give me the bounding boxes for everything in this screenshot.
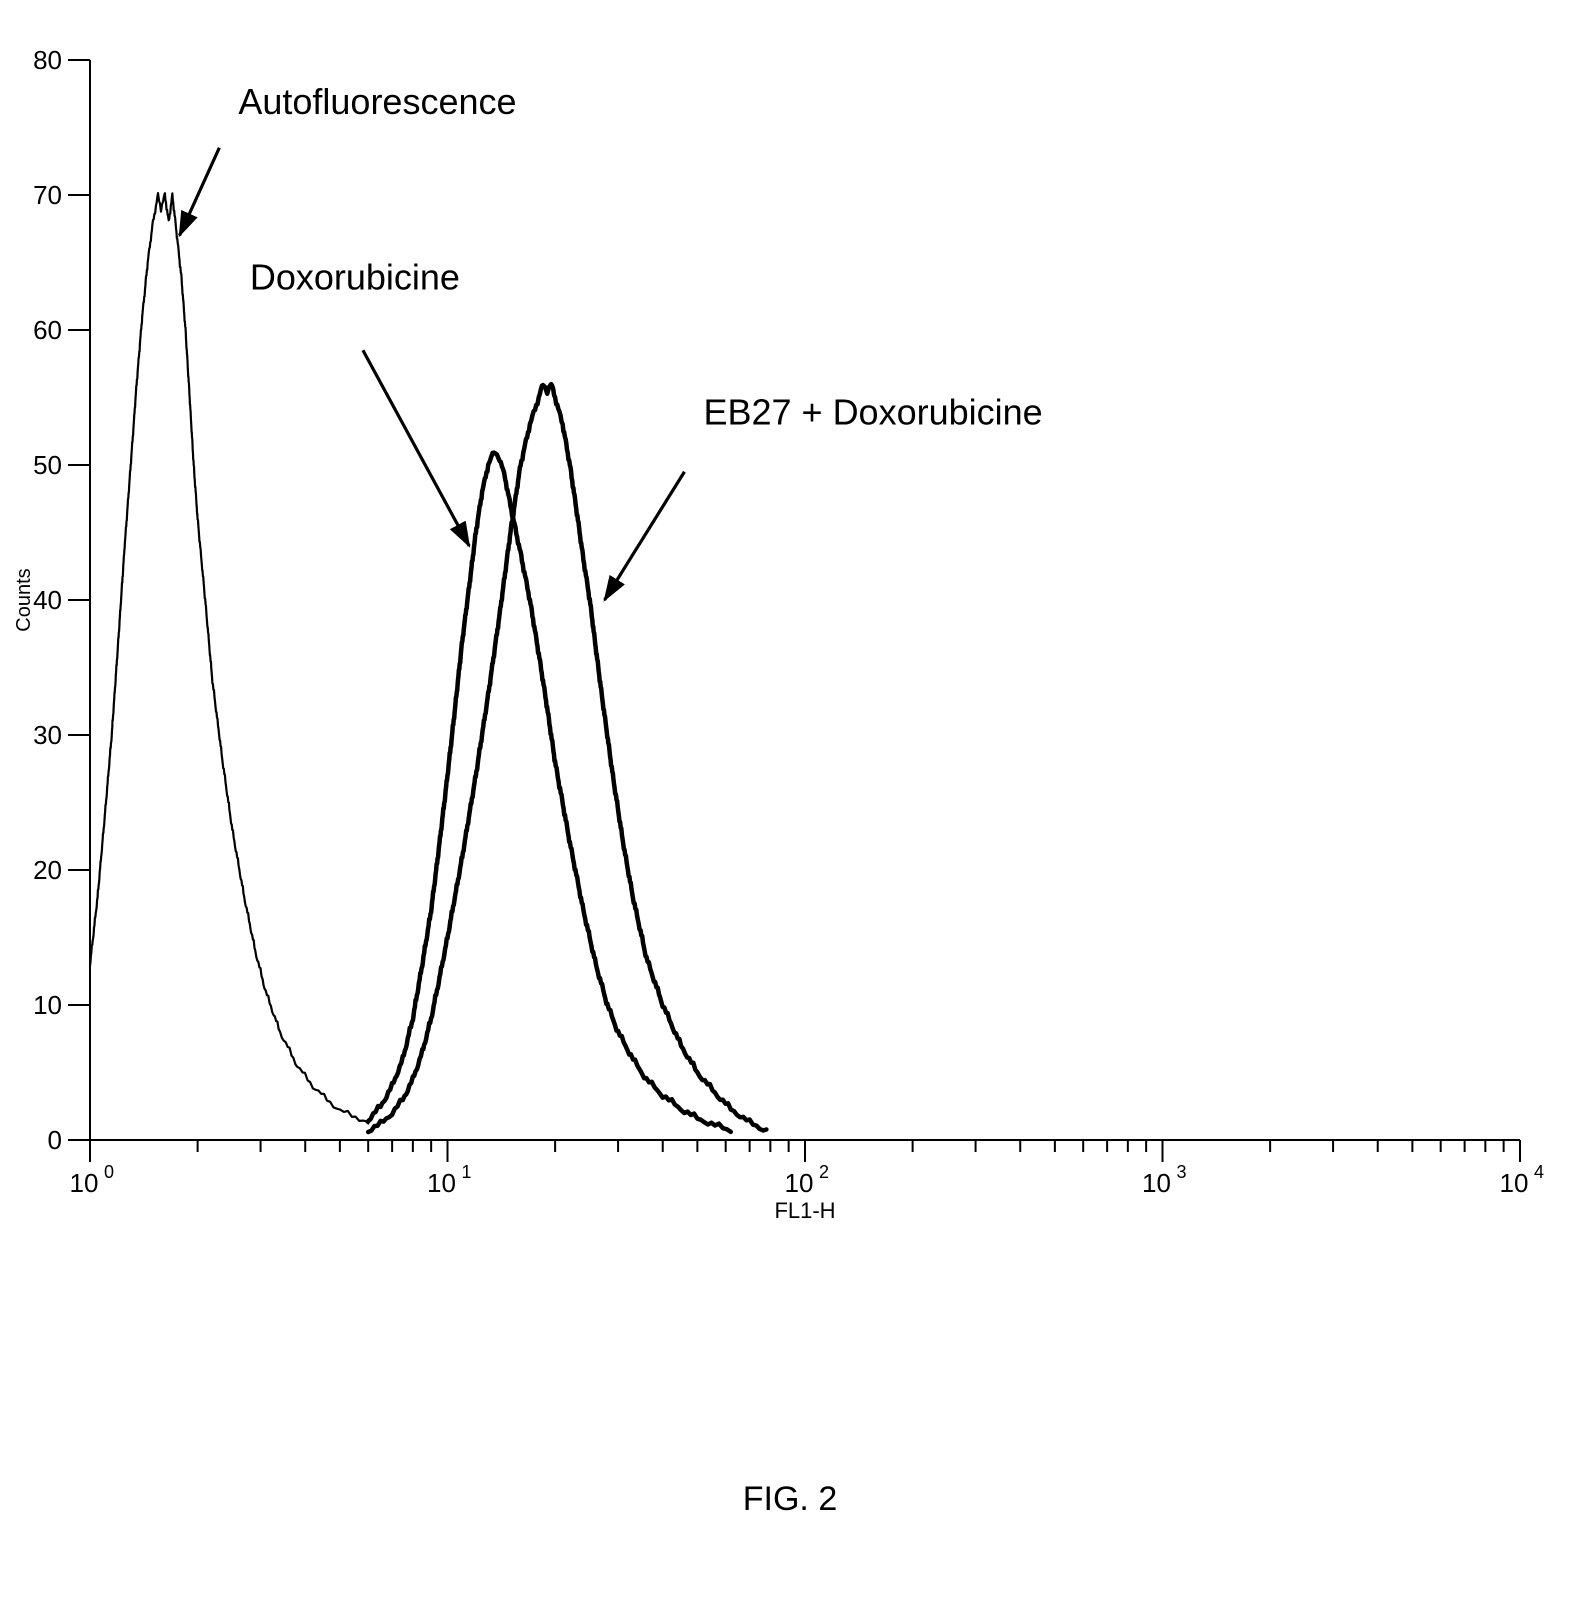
figure-container: 01020304050607080Counts100101102103104FL…	[0, 0, 1580, 1598]
svg-text:80: 80	[33, 45, 62, 75]
svg-text:20: 20	[33, 855, 62, 885]
svg-text:60: 60	[33, 315, 62, 345]
histogram-chart: 01020304050607080Counts100101102103104FL…	[0, 0, 1580, 1598]
svg-text:FL1-H: FL1-H	[774, 1198, 835, 1223]
svg-text:10: 10	[785, 1168, 814, 1198]
annotation-doxorubicine: Doxorubicine	[250, 257, 460, 298]
svg-text:10: 10	[70, 1168, 99, 1198]
svg-text:0: 0	[104, 1162, 114, 1182]
svg-text:50: 50	[33, 450, 62, 480]
svg-text:4: 4	[1534, 1162, 1544, 1182]
series-doxorubicine	[368, 453, 731, 1132]
svg-text:10: 10	[1142, 1168, 1171, 1198]
svg-text:0: 0	[48, 1125, 62, 1155]
svg-text:Counts: Counts	[13, 568, 35, 631]
annotation-arrow-autofluorescence	[180, 148, 220, 236]
svg-text:3: 3	[1177, 1162, 1187, 1182]
annotation-arrow-doxorubicine	[363, 350, 469, 546]
annotation-autofluorescence: Autofluorescence	[238, 81, 516, 122]
svg-text:10: 10	[1500, 1168, 1529, 1198]
svg-text:2: 2	[819, 1162, 829, 1182]
svg-text:70: 70	[33, 180, 62, 210]
annotation-eb27_dox: EB27 + Doxorubicine	[703, 392, 1042, 433]
annotation-arrow-eb27_dox	[605, 472, 685, 600]
svg-text:10: 10	[33, 990, 62, 1020]
svg-text:30: 30	[33, 720, 62, 750]
svg-text:1: 1	[462, 1162, 472, 1182]
series-autofluorescence	[90, 193, 368, 1123]
figure-caption: FIG. 2	[0, 1480, 1580, 1519]
series-eb27-doxorubicine	[368, 384, 766, 1132]
svg-text:10: 10	[427, 1168, 456, 1198]
svg-text:40: 40	[33, 585, 62, 615]
